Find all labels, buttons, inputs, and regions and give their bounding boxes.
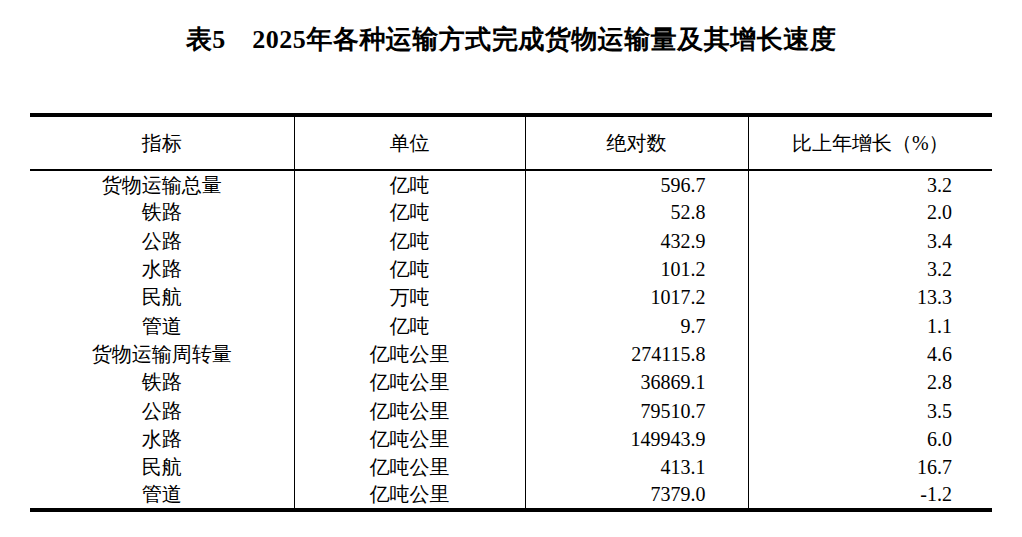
- cell-indicator: 管道: [30, 311, 294, 339]
- table-row: 货物运输总量亿吨596.73.2: [30, 170, 992, 198]
- cell-unit: 万吨: [294, 283, 525, 311]
- cell-absolute: 9.7: [525, 311, 748, 339]
- cell-growth: 3.2: [748, 170, 992, 198]
- cell-unit: 亿吨: [294, 170, 525, 198]
- cell-absolute: 274115.8: [525, 340, 748, 368]
- cell-unit: 亿吨公里: [294, 396, 525, 424]
- cell-indicator: 公路: [30, 396, 294, 424]
- table-body: 货物运输总量亿吨596.73.2铁路亿吨52.82.0公路亿吨432.93.4水…: [30, 170, 992, 510]
- cell-indicator: 铁路: [30, 368, 294, 396]
- cell-indicator: 铁路: [30, 198, 294, 226]
- table-row: 铁路亿吨公里36869.12.8: [30, 368, 992, 396]
- cell-indicator: 货物运输总量: [30, 170, 294, 198]
- table-row: 民航万吨1017.213.3: [30, 283, 992, 311]
- header-row: 指标 单位 绝对数 比上年增长（%）: [30, 115, 992, 170]
- cell-growth: 4.6: [748, 340, 992, 368]
- cell-absolute: 1017.2: [525, 283, 748, 311]
- cell-unit: 亿吨公里: [294, 368, 525, 396]
- table-row: 公路亿吨公里79510.73.5: [30, 396, 992, 424]
- cell-absolute: 101.2: [525, 255, 748, 283]
- cell-growth: 3.5: [748, 396, 992, 424]
- cell-unit: 亿吨: [294, 255, 525, 283]
- cell-indicator: 管道: [30, 481, 294, 509]
- cell-absolute: 36869.1: [525, 368, 748, 396]
- cell-indicator: 货物运输周转量: [30, 340, 294, 368]
- cell-indicator: 水路: [30, 425, 294, 453]
- cell-growth: 3.4: [748, 227, 992, 255]
- cell-unit: 亿吨公里: [294, 340, 525, 368]
- cell-indicator: 公路: [30, 227, 294, 255]
- cell-growth: 6.0: [748, 425, 992, 453]
- document-page: 表5 2025年各种运输方式完成货物运输量及其增长速度 指标 单位 绝对数 比上…: [0, 0, 1022, 537]
- cell-growth: 2.0: [748, 198, 992, 226]
- cell-absolute: 52.8: [525, 198, 748, 226]
- cell-unit: 亿吨公里: [294, 425, 525, 453]
- table-row: 水路亿吨公里149943.96.0: [30, 425, 992, 453]
- table-row: 民航亿吨公里413.116.7: [30, 453, 992, 481]
- cell-growth: 3.2: [748, 255, 992, 283]
- table-row: 水路亿吨101.23.2: [30, 255, 992, 283]
- col-header-growth: 比上年增长（%）: [748, 115, 992, 170]
- cell-growth: 13.3: [748, 283, 992, 311]
- col-header-indicator: 指标: [30, 115, 294, 170]
- table-row: 货物运输周转量亿吨公里274115.84.6: [30, 340, 992, 368]
- cell-absolute: 413.1: [525, 453, 748, 481]
- cell-absolute: 432.9: [525, 227, 748, 255]
- cell-absolute: 149943.9: [525, 425, 748, 453]
- cell-growth: 1.1: [748, 311, 992, 339]
- table-row: 管道亿吨公里7379.0-1.2: [30, 481, 992, 509]
- table-row: 公路亿吨432.93.4: [30, 227, 992, 255]
- cell-indicator: 水路: [30, 255, 294, 283]
- cell-unit: 亿吨: [294, 227, 525, 255]
- cell-absolute: 596.7: [525, 170, 748, 198]
- cell-growth: 16.7: [748, 453, 992, 481]
- cell-indicator: 民航: [30, 283, 294, 311]
- cell-unit: 亿吨: [294, 311, 525, 339]
- freight-volume-table: 指标 单位 绝对数 比上年增长（%） 货物运输总量亿吨596.73.2铁路亿吨5…: [30, 113, 992, 512]
- cell-growth: 2.8: [748, 368, 992, 396]
- cell-growth: -1.2: [748, 481, 992, 509]
- cell-absolute: 7379.0: [525, 481, 748, 509]
- col-header-absolute: 绝对数: [525, 115, 748, 170]
- table-row: 管道亿吨9.71.1: [30, 311, 992, 339]
- table-title: 表5 2025年各种运输方式完成货物运输量及其增长速度: [0, 0, 1022, 55]
- cell-indicator: 民航: [30, 453, 294, 481]
- cell-unit: 亿吨公里: [294, 453, 525, 481]
- cell-unit: 亿吨公里: [294, 481, 525, 509]
- cell-unit: 亿吨: [294, 198, 525, 226]
- table-row: 铁路亿吨52.82.0: [30, 198, 992, 226]
- col-header-unit: 单位: [294, 115, 525, 170]
- cell-absolute: 79510.7: [525, 396, 748, 424]
